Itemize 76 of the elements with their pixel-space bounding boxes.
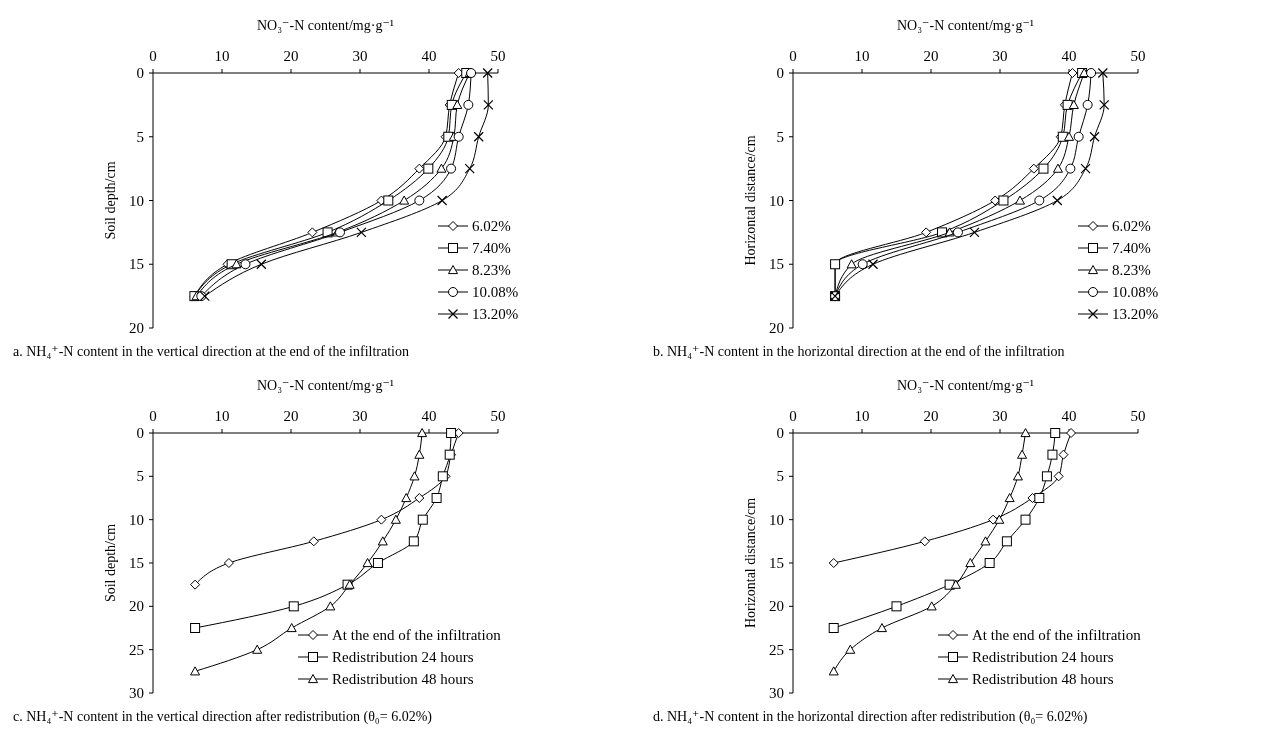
y-tick-label: 30 [129,685,144,701]
legend-label: At the end of the infiltration [332,627,502,643]
y-tick-label: 0 [136,425,144,441]
legend-label: 8.23% [472,262,511,278]
y-tick-label: 15 [769,256,784,273]
y-tick-label: 15 [769,555,784,571]
y-tick-label: 5 [136,468,144,485]
x-axis-title: NO₃⁻-N content/mg·g⁻¹ [257,18,394,33]
x-tick-label: 20 [923,48,939,64]
y-tick-label: 20 [129,320,144,336]
y-tick-label: 15 [129,555,144,571]
y-axis-title: Horizontal distance/cm [743,497,758,629]
x-axis-title: NO₃⁻-N content/mg·g⁻¹ [897,378,1034,393]
x-tick-label: 50 [490,48,506,64]
y-tick-label: 10 [129,511,144,528]
y-tick-label: 5 [136,128,144,145]
y-tick-label: 30 [769,685,784,701]
y-tick-label: 20 [769,320,784,336]
legend-label: Redistribution 24 hours [972,649,1114,665]
text: c. NH₄⁺-N content in the vertical direction after redistribution (θ₀= 6.02%) [13,709,433,725]
x-tick-label: 30 [352,408,368,424]
y-tick-label: 20 [769,598,784,615]
x-axis-title: NO₃⁻-N content/mg·g⁻¹ [897,18,1034,33]
x-tick-label: 20 [283,408,299,424]
y-axis-title: Soil depth/cm [103,523,118,603]
legend-label: 10.08% [472,284,519,300]
text: a. NH₄⁺-N content in the vertical direction at the end of the infiltration [13,344,409,359]
y-tick-label: 25 [129,641,144,658]
y-tick-label: 5 [776,128,784,145]
x-axis-title: NO₃⁻-N content/mg·g⁻¹ [257,378,394,393]
x-tick-label: 20 [283,48,299,64]
x-tick-label: 30 [992,408,1008,424]
legend-label: Redistribution 24 hours [332,649,474,665]
legend-label: 8.23% [1112,262,1151,278]
legend-label: Redistribution 48 hours [972,671,1114,687]
y-tick-label: 20 [129,598,144,615]
y-tick-label: 0 [776,65,784,81]
y-tick-label: 5 [776,468,784,485]
x-tick-label: 50 [490,408,506,424]
y-tick-label: 10 [769,511,784,528]
legend-label: 6.02% [1112,218,1151,234]
x-tick-label: 10 [854,48,870,64]
legend-label: At the end of the infiltration [972,627,1142,643]
x-tick-label: 40 [421,48,437,64]
y-axis-title: Soil depth/cm [103,161,118,240]
x-tick-label: 10 [854,408,870,424]
x-tick-label: 50 [1130,408,1146,424]
x-tick-label: 40 [1061,408,1077,424]
x-tick-label: 30 [352,48,368,64]
y-tick-label: 0 [776,425,784,441]
x-tick-label: 30 [992,48,1008,64]
x-tick-label: 40 [421,408,437,424]
y-axis-title: Horizontal distance/cm [743,135,758,266]
x-tick-label: 0 [789,48,797,64]
legend-label: 10.08% [1112,284,1159,300]
text: d. NH₄⁺-N content in the horizontal direction after redistribution (θ₀= 6.02%) [653,709,1088,725]
x-tick-label: 10 [214,48,230,64]
legend-label: 7.40% [472,240,511,256]
y-tick-label: 15 [129,256,144,273]
x-tick-label: 0 [149,408,157,424]
x-tick-label: 50 [1130,48,1146,64]
legend-label: 6.02% [472,218,511,234]
legend-label: 13.20% [472,306,519,322]
y-tick-label: 10 [129,192,144,209]
y-tick-label: 10 [769,192,784,209]
x-tick-label: 20 [923,408,939,424]
x-tick-label: 0 [789,408,797,424]
legend-label: 13.20% [1112,306,1159,322]
text: b. NH₄⁺-N content in the horizontal direction at the end of the infiltration [653,344,1065,359]
legend-label: Redistribution 48 hours [332,671,474,687]
y-tick-label: 0 [136,65,144,81]
x-tick-label: 10 [214,408,230,424]
y-tick-label: 25 [769,641,784,658]
legend-label: 7.40% [1112,240,1151,256]
x-tick-label: 40 [1061,48,1077,64]
x-tick-label: 0 [149,48,157,64]
